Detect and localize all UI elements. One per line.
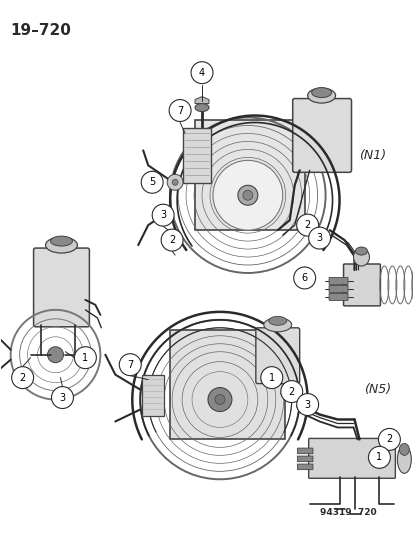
Text: 2: 2	[19, 373, 26, 383]
Ellipse shape	[268, 316, 286, 325]
Circle shape	[172, 179, 178, 185]
Circle shape	[190, 62, 212, 84]
Text: 6: 6	[301, 273, 307, 283]
Text: 2: 2	[169, 235, 175, 245]
Text: 3: 3	[160, 210, 166, 220]
Ellipse shape	[263, 318, 291, 332]
Text: 1: 1	[268, 373, 274, 383]
Circle shape	[167, 174, 183, 190]
Circle shape	[242, 190, 252, 200]
Circle shape	[207, 387, 231, 411]
Polygon shape	[195, 96, 209, 103]
Circle shape	[260, 367, 282, 389]
Text: 5: 5	[149, 177, 155, 187]
Circle shape	[296, 393, 318, 416]
Circle shape	[280, 381, 302, 402]
Text: 1: 1	[375, 453, 382, 462]
Ellipse shape	[355, 247, 367, 255]
Text: 7: 7	[176, 106, 183, 116]
Text: 7: 7	[127, 360, 133, 370]
Circle shape	[308, 227, 330, 249]
Text: 3: 3	[316, 233, 322, 243]
Circle shape	[293, 267, 315, 289]
Text: 3: 3	[59, 393, 65, 402]
Circle shape	[74, 347, 96, 369]
FancyBboxPatch shape	[297, 464, 312, 470]
Text: 19–720: 19–720	[11, 23, 71, 38]
Ellipse shape	[399, 443, 408, 455]
FancyBboxPatch shape	[292, 99, 351, 172]
Circle shape	[12, 367, 33, 389]
Text: 2: 2	[385, 434, 392, 445]
Text: 3: 3	[304, 400, 310, 409]
Ellipse shape	[195, 103, 209, 111]
Text: (N5): (N5)	[363, 383, 391, 396]
Text: 4: 4	[199, 68, 204, 78]
Text: 2: 2	[288, 386, 294, 397]
Circle shape	[152, 204, 174, 226]
FancyBboxPatch shape	[170, 330, 284, 439]
Ellipse shape	[50, 236, 72, 246]
Circle shape	[377, 429, 399, 450]
FancyBboxPatch shape	[297, 448, 312, 454]
Ellipse shape	[353, 248, 368, 266]
Circle shape	[47, 347, 63, 362]
FancyBboxPatch shape	[328, 293, 347, 301]
Text: 1: 1	[82, 353, 88, 362]
Circle shape	[368, 447, 389, 469]
Ellipse shape	[45, 237, 77, 253]
FancyBboxPatch shape	[343, 264, 380, 306]
Ellipse shape	[307, 88, 335, 103]
Circle shape	[214, 394, 224, 405]
Circle shape	[141, 171, 163, 193]
FancyBboxPatch shape	[183, 128, 211, 183]
FancyBboxPatch shape	[195, 120, 304, 230]
FancyBboxPatch shape	[328, 286, 347, 293]
Text: 94319  720: 94319 720	[319, 508, 375, 517]
Circle shape	[51, 386, 73, 408]
FancyBboxPatch shape	[308, 439, 394, 478]
FancyBboxPatch shape	[142, 375, 164, 416]
Circle shape	[169, 100, 190, 122]
FancyBboxPatch shape	[255, 328, 299, 384]
FancyBboxPatch shape	[297, 456, 312, 462]
FancyBboxPatch shape	[33, 248, 89, 327]
Circle shape	[237, 185, 257, 205]
Circle shape	[119, 354, 141, 376]
FancyBboxPatch shape	[328, 278, 347, 285]
Circle shape	[161, 229, 183, 251]
Text: 2: 2	[304, 220, 310, 230]
Circle shape	[296, 214, 318, 236]
Ellipse shape	[396, 446, 411, 473]
Ellipse shape	[311, 87, 331, 98]
Text: (N1): (N1)	[358, 149, 386, 162]
Circle shape	[212, 160, 282, 230]
